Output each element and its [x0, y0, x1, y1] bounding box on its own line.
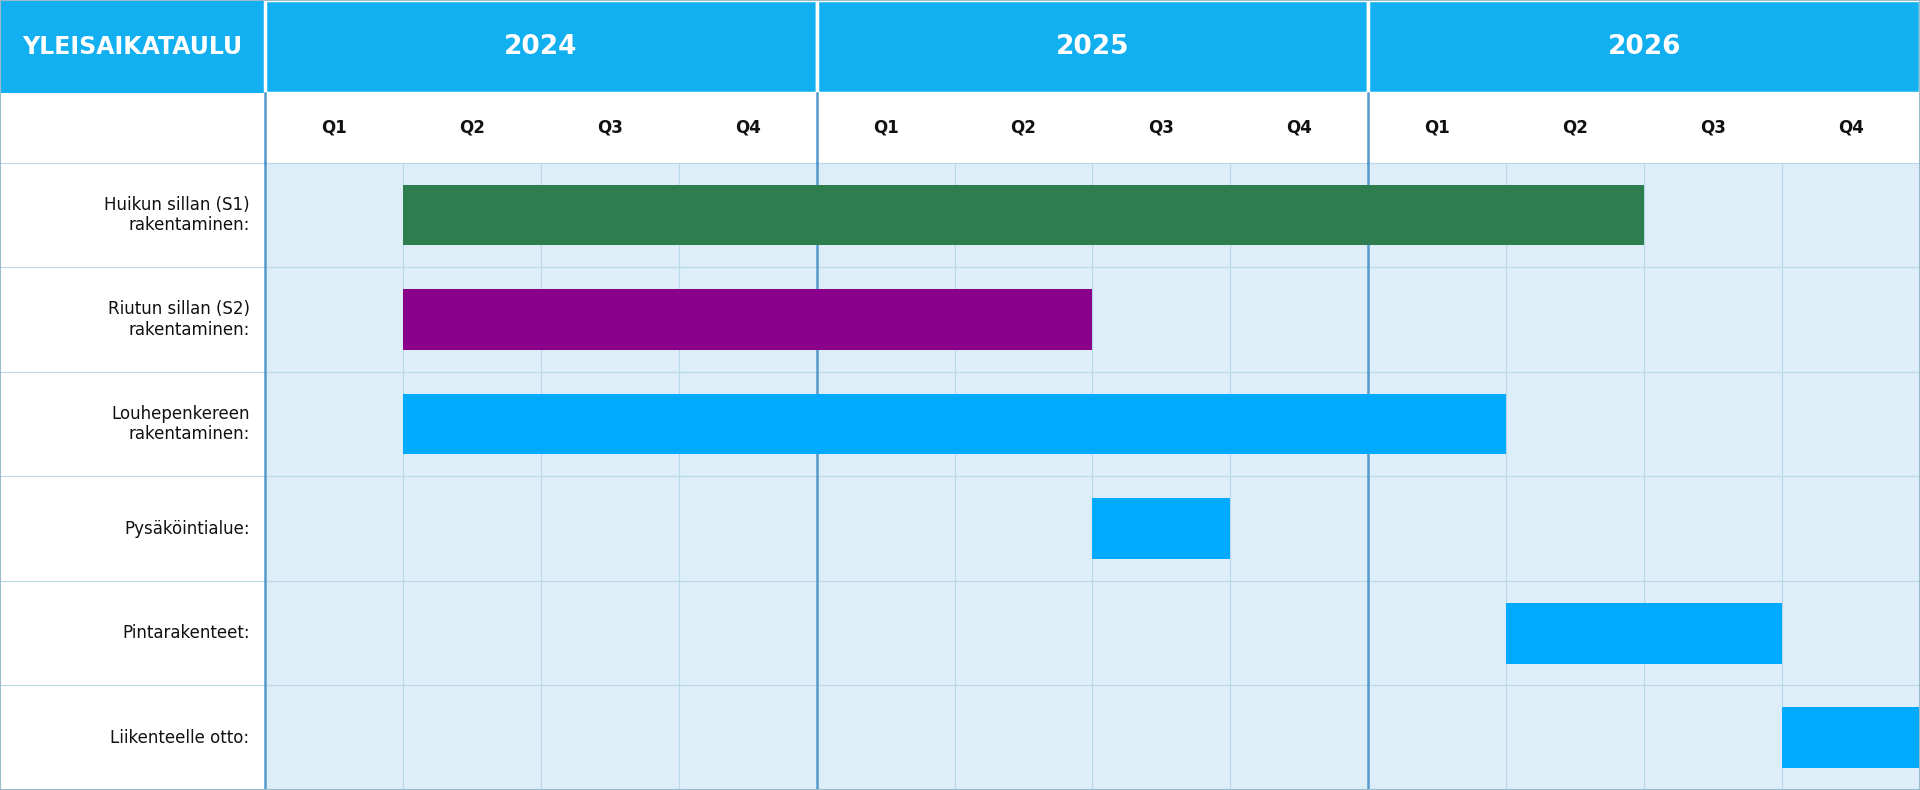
Text: Q1: Q1	[321, 119, 348, 137]
Bar	[265, 0, 816, 93]
Text: Q2: Q2	[459, 119, 484, 137]
Bar	[0, 0, 265, 93]
Bar	[1782, 707, 1920, 768]
Text: Pysäköintialue:: Pysäköintialue:	[125, 520, 250, 538]
Text: Q3: Q3	[597, 119, 622, 137]
Bar	[0, 93, 265, 163]
Bar	[265, 581, 1920, 686]
Text: Huikun sillan (S1)
rakentaminen:: Huikun sillan (S1) rakentaminen:	[104, 196, 250, 235]
Bar	[265, 686, 1920, 790]
Bar	[1505, 603, 1782, 664]
Bar	[403, 393, 1505, 454]
Text: Q1: Q1	[874, 119, 899, 137]
Text: 2025: 2025	[1056, 34, 1129, 59]
Bar	[0, 686, 265, 790]
Text: Pintarakenteet:: Pintarakenteet:	[123, 624, 250, 642]
Bar	[265, 163, 1920, 267]
Text: Liikenteelle otto:: Liikenteelle otto:	[111, 728, 250, 747]
Text: Riutun sillan (S2)
rakentaminen:: Riutun sillan (S2) rakentaminen:	[108, 300, 250, 339]
Bar	[0, 476, 265, 581]
Bar	[816, 0, 1369, 93]
Bar	[1092, 498, 1231, 559]
Text: Q1: Q1	[1425, 119, 1450, 137]
Bar	[265, 93, 1920, 163]
Bar	[403, 289, 1092, 350]
Text: 2026: 2026	[1607, 34, 1680, 59]
Text: Q3: Q3	[1701, 119, 1726, 137]
Bar	[1369, 0, 1920, 93]
Text: Q2: Q2	[1563, 119, 1588, 137]
Text: Q4: Q4	[1837, 119, 1864, 137]
Text: YLEISAIKATAULU: YLEISAIKATAULU	[23, 35, 242, 58]
Bar	[265, 372, 1920, 476]
Bar	[0, 267, 265, 372]
Bar	[265, 476, 1920, 581]
Bar	[0, 372, 265, 476]
Text: 2024: 2024	[505, 34, 578, 59]
Text: Louhepenkereen
rakentaminen:: Louhepenkereen rakentaminen:	[111, 404, 250, 443]
Text: Q4: Q4	[1286, 119, 1311, 137]
Text: Q3: Q3	[1148, 119, 1175, 137]
Bar	[0, 163, 265, 267]
Text: Q2: Q2	[1010, 119, 1037, 137]
Bar	[403, 185, 1644, 246]
Bar	[265, 267, 1920, 372]
Bar	[0, 581, 265, 686]
Text: Q4: Q4	[735, 119, 760, 137]
